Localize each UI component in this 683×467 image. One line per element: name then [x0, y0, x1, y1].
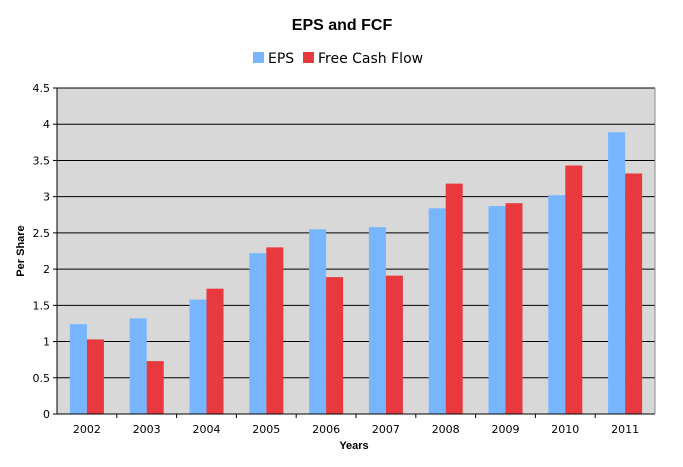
- bar-eps-2005: [249, 253, 267, 414]
- y-tick-label: 0: [43, 408, 50, 421]
- x-tick-label: 2005: [252, 423, 280, 436]
- bar-eps-2009: [488, 206, 506, 414]
- bar-eps-2010: [548, 195, 566, 414]
- legend-label-eps: EPS: [268, 51, 294, 67]
- legend: EPS Free Cash Flow: [253, 51, 423, 67]
- bar-free-cash-flow-2004: [206, 288, 224, 414]
- bar-eps-2004: [189, 299, 207, 414]
- x-tick-label: 2007: [372, 423, 400, 436]
- y-tick-label: 2.5: [33, 227, 51, 240]
- bar-eps-2002: [69, 324, 87, 414]
- x-tick-labels: 2002 2003 2004 2005 2006 2007 2008 2009 2010 2011: [73, 414, 639, 436]
- bar-free-cash-flow-2005: [266, 247, 284, 414]
- bars: [69, 132, 643, 415]
- x-tick-label: 2010: [551, 423, 579, 436]
- bar-free-cash-flow-2009: [505, 203, 523, 414]
- bar-free-cash-flow-2010: [565, 165, 583, 414]
- legend-swatch-free-cash-flow: [303, 52, 314, 63]
- bar-free-cash-flow-2007: [385, 275, 403, 414]
- bar-eps-2003: [129, 318, 147, 414]
- y-tick-label: 0.5: [33, 372, 51, 385]
- x-tick-label: 2008: [432, 423, 460, 436]
- y-tick-label: 4.5: [33, 82, 51, 95]
- x-tick-label: 2011: [611, 423, 639, 436]
- bar-eps-2011: [608, 132, 626, 415]
- bar-free-cash-flow-2011: [625, 173, 643, 414]
- bar-eps-2008: [428, 208, 446, 414]
- y-tick-label: 4: [43, 118, 50, 131]
- x-tick-label: 2003: [133, 423, 161, 436]
- y-tick-label: 3: [43, 191, 50, 204]
- bar-free-cash-flow-2008: [445, 183, 463, 414]
- y-tick-labels: 0 0.5 1 1.5 2 2.5 3 3.5 4 4.5: [33, 82, 57, 421]
- chart-title: EPS and FCF: [292, 17, 393, 34]
- bar-free-cash-flow-2006: [326, 277, 344, 414]
- bar-free-cash-flow-2002: [86, 339, 104, 414]
- y-tick-label: 1: [43, 336, 50, 349]
- x-tick-label: 2009: [492, 423, 520, 436]
- bar-eps-2006: [309, 229, 327, 414]
- legend-label-free-cash-flow: Free Cash Flow: [318, 51, 423, 67]
- legend-swatch-eps: [253, 52, 264, 63]
- x-tick-label: 2004: [193, 423, 221, 436]
- x-tick-label: 2006: [312, 423, 340, 436]
- bar-free-cash-flow-2003: [146, 361, 164, 414]
- y-axis-title: Per Share: [15, 225, 27, 276]
- x-axis-title: Years: [339, 440, 368, 452]
- bar-eps-2007: [368, 227, 386, 414]
- y-tick-label: 2: [43, 263, 50, 276]
- x-tick-label: 2002: [73, 423, 101, 436]
- y-tick-label: 3.5: [33, 154, 51, 167]
- y-tick-label: 1.5: [33, 299, 51, 312]
